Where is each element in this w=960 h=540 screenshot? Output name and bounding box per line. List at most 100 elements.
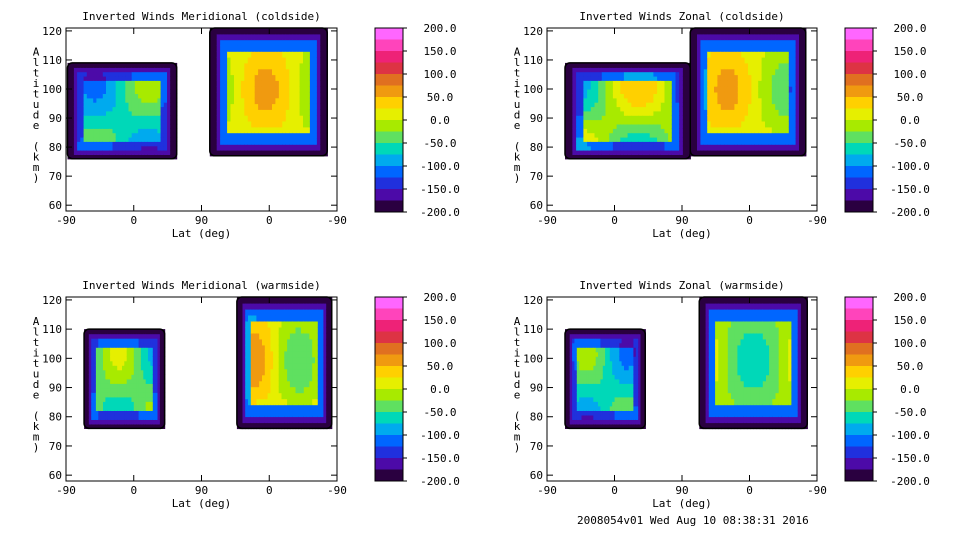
field-cell [748,57,752,64]
field-cell [143,369,147,375]
field-cell [167,154,171,160]
field-cell [209,80,214,87]
field-cell [710,126,715,134]
field-cell [326,392,330,400]
field-cell [576,329,580,335]
field-cell [679,128,684,134]
field-cell [323,57,328,64]
field-cell [270,314,274,322]
field-cell [693,138,698,145]
field-cell [802,138,807,145]
field-cell [638,154,643,160]
field-cell [275,74,280,81]
field-cell [572,342,576,348]
field-cell [125,93,130,99]
field-cell [642,150,647,155]
field-cell [788,91,793,99]
field-cell [765,45,769,52]
field-cell [170,110,174,116]
field-cell [157,347,161,353]
field-cell [323,362,327,370]
field-cell [646,128,651,134]
field-cell [213,68,218,76]
field-cell [744,150,749,157]
field-cell [727,57,732,64]
field-cell [162,405,166,411]
field-cell [660,67,666,73]
field-cell [598,145,603,151]
field-cell [107,405,111,411]
field-cell [741,45,746,52]
field-cell [124,383,128,389]
field-cell [320,33,325,41]
field-cell [131,360,135,366]
field-cell [77,141,81,147]
field-cell [303,115,308,122]
field-cell [646,80,651,86]
field-cell [114,333,118,339]
field-cell [292,115,297,122]
field-cell [96,150,101,155]
field-cell [250,416,255,424]
field-cell [216,57,221,64]
field-cell [601,80,607,86]
field-cell [265,74,270,81]
field-cell [282,28,287,35]
field-cell [720,45,725,52]
field-cell [240,91,245,99]
field-cell [259,404,263,412]
field-cell [148,383,151,389]
field-cell [136,374,140,380]
field-cell [282,33,287,41]
field-cell [710,115,715,122]
field-cell [635,141,640,147]
field-cell [710,109,715,116]
field-cell [567,387,571,393]
field-cell [586,378,590,384]
field-cell [84,392,88,398]
field-cell [240,97,245,105]
field-cell [768,103,773,110]
field-cell [737,103,742,110]
field-cell [296,51,301,58]
field-cell [220,45,225,52]
field-cell [697,144,701,151]
field-cell [296,45,301,52]
field-cell [309,97,314,105]
field-cell [289,410,294,418]
field-cell [328,386,333,394]
field-cell [576,338,580,344]
field-cell [216,144,221,151]
field-cell [128,97,133,103]
field-cell [565,75,570,81]
field-cell [567,360,571,366]
field-cell [272,150,277,157]
field-cell [594,154,599,160]
field-cell [609,154,614,160]
field-cell [83,110,88,116]
field-cell [136,378,140,384]
field-cell [151,80,155,86]
field-cell [638,102,643,108]
field-cell [295,380,299,388]
field-cell [264,380,269,388]
field-cell [568,80,573,86]
field-cell [102,80,107,86]
field-cell [272,62,277,70]
field-cell [259,356,263,364]
field-cell [754,121,759,128]
field-cell [616,84,621,90]
field-cell [133,423,137,429]
field-cell [771,103,776,110]
field-cell [731,80,735,87]
field-cell [154,141,158,147]
field-cell [141,136,146,142]
field-cell [109,128,113,134]
field-cell [264,362,269,370]
field-cell [328,308,333,316]
field-cell [646,115,651,121]
field-cell [287,320,291,328]
field-cell [237,57,242,64]
field-cell [106,80,110,86]
field-cell [239,297,244,304]
